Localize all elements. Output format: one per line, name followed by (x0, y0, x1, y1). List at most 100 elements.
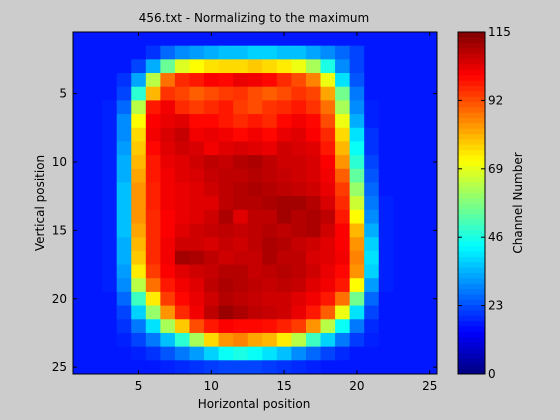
heatmap-cell (305, 86, 321, 101)
heatmap-cell (131, 319, 147, 334)
heatmap-cell (305, 155, 321, 170)
heatmap-cell (422, 209, 438, 224)
heatmap-cell (393, 155, 409, 170)
heatmap-cell (204, 305, 219, 320)
heatmap-cell (218, 264, 234, 279)
x-tick-label: 10 (204, 379, 219, 393)
heatmap-cell (204, 86, 219, 101)
heatmap-cell (349, 291, 365, 306)
heatmap-cell (262, 141, 278, 156)
heatmap-cell (247, 182, 263, 197)
heatmap-cell (276, 86, 292, 101)
heatmap-cell (233, 319, 249, 334)
heatmap-cell (174, 209, 190, 224)
heatmap-cell (364, 223, 380, 238)
heatmap-cell (116, 278, 132, 293)
heatmap-cell (87, 127, 103, 142)
heatmap-cell (276, 182, 292, 197)
heatmap-cell (276, 100, 292, 115)
heatmap-cell (364, 360, 380, 375)
heatmap-cell (247, 86, 263, 101)
heatmap-cell (131, 100, 147, 115)
heatmap-cell (305, 291, 321, 306)
heatmap-cell (131, 59, 147, 74)
heatmap-cell (305, 196, 321, 211)
heatmap-cell (73, 45, 88, 60)
heatmap-cell (378, 114, 394, 129)
colorbar-segment (458, 197, 485, 204)
colorbar-segment (458, 283, 485, 289)
heatmap-cell (378, 141, 394, 156)
heatmap-cell (87, 250, 103, 265)
heatmap-cell (305, 127, 321, 142)
heatmap-cell (276, 346, 292, 361)
heatmap-cell (160, 278, 176, 293)
heatmap-cell (145, 127, 161, 142)
colorbar-segment (458, 90, 485, 97)
heatmap-cell (174, 305, 190, 320)
heatmap-cell (204, 45, 219, 60)
x-tick-label: 20 (349, 379, 364, 393)
heatmap-cell (407, 196, 423, 211)
heatmap-cell (262, 291, 278, 306)
heatmap-cell (145, 141, 161, 156)
heatmap-cell (174, 196, 190, 211)
heatmap-cell (160, 59, 176, 74)
colorbar-segment (458, 42, 485, 49)
heatmap-cell (291, 291, 307, 306)
heatmap-cell (87, 59, 103, 74)
heatmap-cell (102, 127, 118, 142)
heatmap-cell (87, 360, 103, 375)
heatmap-cell (378, 332, 394, 348)
chart-title: 456.txt - Normalizing to the maximum (139, 11, 369, 25)
heatmap-cell (73, 237, 88, 252)
heatmap-cell (204, 141, 219, 156)
heatmap-cell (422, 32, 438, 47)
heatmap-cell (305, 360, 321, 375)
heatmap-cell (174, 264, 190, 279)
heatmap-cell (407, 59, 423, 74)
heatmap-cell (320, 332, 336, 348)
heatmap-cell (320, 346, 336, 361)
heatmap-cell (174, 237, 190, 252)
heatmap-cell (174, 32, 190, 47)
heatmap-cell (87, 168, 103, 183)
heatmap-cell (378, 319, 394, 334)
heatmap-cell (320, 250, 336, 265)
heatmap-cell (291, 332, 307, 348)
heatmap-cell (305, 332, 321, 348)
heatmap-cell (233, 223, 249, 238)
heatmap-cell (291, 141, 307, 156)
heatmap-cell (422, 250, 438, 265)
heatmap-cell (349, 59, 365, 74)
heatmap-cell (247, 237, 263, 252)
heatmap-cell (262, 264, 278, 279)
heatmap-cell (305, 223, 321, 238)
heatmap-cell (247, 114, 263, 129)
heatmap-cell (378, 209, 394, 224)
heatmap-cell (276, 223, 292, 238)
heatmap-cell (116, 73, 132, 88)
heatmap-cell (204, 127, 219, 142)
heatmap-cell (73, 278, 88, 293)
heatmap-cell (174, 114, 190, 129)
heatmap-cell (174, 250, 190, 265)
plot-frame (72, 31, 438, 375)
heatmap-cell (116, 209, 132, 224)
colorbar-segment (458, 122, 485, 129)
heatmap-cell (393, 346, 409, 361)
heatmap-cell (422, 264, 438, 279)
heatmap-cell (393, 223, 409, 238)
colorbar-segment (458, 128, 485, 135)
heatmap-cell (145, 73, 161, 88)
colorbar-segment (458, 309, 485, 316)
heatmap-cell (73, 100, 88, 115)
heatmap-cell (262, 209, 278, 224)
heatmap-cell (145, 100, 161, 115)
heatmap-cell (378, 250, 394, 265)
heatmap-cell (364, 59, 380, 74)
heatmap-cell (174, 223, 190, 238)
colorbar-segment (458, 64, 485, 70)
heatmap-cell (131, 196, 147, 211)
heatmap-cell (204, 100, 219, 115)
